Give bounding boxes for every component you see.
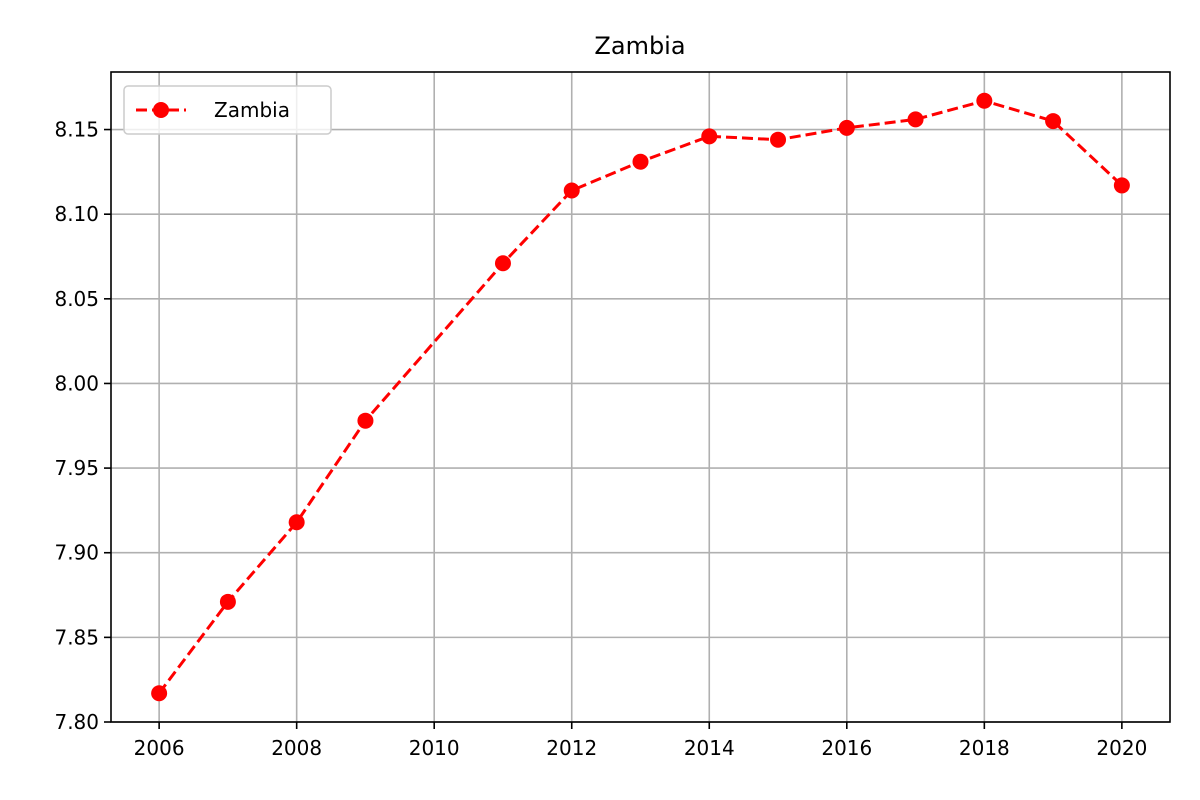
x-tick-label: 2006 <box>134 736 185 760</box>
y-tick-label: 7.95 <box>54 456 99 480</box>
x-tick-label: 2012 <box>546 736 597 760</box>
x-tick-label: 2010 <box>409 736 460 760</box>
plot-frame <box>110 71 1171 723</box>
data-point <box>357 412 374 429</box>
legend-marker-sample <box>153 102 169 118</box>
y-tick-label: 7.85 <box>54 625 99 649</box>
data-point <box>701 128 718 145</box>
y-tick-label: 8.15 <box>54 118 99 142</box>
data-point <box>770 131 787 148</box>
chart-title: Zambia <box>594 32 685 60</box>
data-point <box>494 255 511 272</box>
x-tick-label: 2008 <box>271 736 322 760</box>
y-tick-label: 7.80 <box>54 710 99 734</box>
data-point <box>288 514 305 531</box>
y-tick-label: 8.10 <box>54 202 99 226</box>
y-tick-label: 8.00 <box>54 371 99 395</box>
data-point <box>1045 113 1062 130</box>
ticks-layer: 2006 2008 2010 2012 2014 2016 2018 2020 7.80 7.85… <box>54 118 1147 760</box>
data-point <box>838 119 855 136</box>
series-layer <box>151 92 1130 702</box>
data-point <box>907 111 924 128</box>
legend-box <box>123 85 332 135</box>
x-tick-label: 2014 <box>684 736 735 760</box>
data-point <box>976 92 993 109</box>
y-tick-label: 8.05 <box>54 287 99 311</box>
data-point <box>219 593 236 610</box>
grid-layer <box>111 72 1170 723</box>
legend-label: Zambia <box>214 98 290 122</box>
data-point <box>563 182 580 199</box>
data-point <box>151 685 168 702</box>
data-point <box>1113 177 1130 194</box>
data-point <box>632 153 649 170</box>
x-tick-label: 2018 <box>959 736 1010 760</box>
legend: Zambia <box>123 85 332 135</box>
y-tick-label: 7.90 <box>54 541 99 565</box>
x-tick-label: 2020 <box>1096 736 1147 760</box>
series-line <box>157 99 1123 695</box>
x-tick-label: 2016 <box>821 736 872 760</box>
